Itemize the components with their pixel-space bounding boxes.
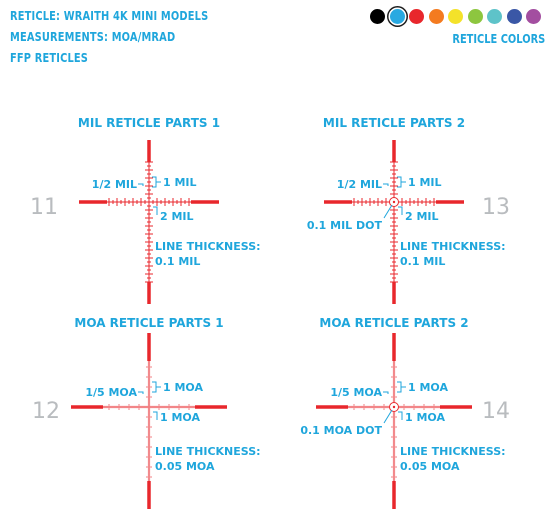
subdivision-bracket (138, 391, 144, 394)
unit-bracket-bottom (153, 411, 158, 420)
color-swatch[interactable] (428, 9, 444, 24)
dot-leader (383, 409, 393, 424)
line-thickness-value: 0.05 MOA (155, 460, 215, 473)
line-thickness-value: 0.1 MIL (400, 255, 445, 268)
unit-bracket-bottom (398, 411, 403, 420)
reticle-color-swatches (370, 9, 550, 25)
header-measurements: MEASUREMENTS: MOA/MRAD (10, 30, 176, 44)
unit-bracket-top (397, 381, 402, 393)
header-reticle-models: RETICLE: WRAITH 4K MINI MODELS (10, 9, 209, 23)
unit-label-bottom: 1 MOA (160, 411, 200, 424)
unit-label-top: 1 MOA (163, 381, 203, 394)
subdivision-label: 1/2 MIL (92, 178, 137, 191)
subdivision-bracket (138, 183, 144, 186)
subdivision-label: 1/5 MOA (330, 386, 382, 399)
dot-label: 0.1 MOA DOT (300, 424, 382, 437)
subdivision-label: 1/2 MIL (337, 178, 382, 191)
line-thickness-label: LINE THICKNESS: (155, 445, 261, 458)
dot-label: 0.1 MIL DOT (307, 219, 383, 232)
panel-number: 12 (32, 399, 60, 424)
line-thickness-label: LINE THICKNESS: (400, 240, 506, 253)
subdivision-bracket (383, 391, 389, 394)
color-swatch[interactable] (448, 9, 463, 24)
color-swatch[interactable] (389, 9, 405, 24)
line-thickness-value: 0.1 MIL (155, 255, 200, 268)
line-thickness-value: 0.05 MOA (400, 460, 460, 473)
unit-label-bottom: 2 MIL (405, 210, 439, 223)
center-dot (392, 405, 396, 409)
unit-bracket-top (152, 381, 157, 393)
unit-bracket-bottom (153, 206, 158, 215)
header-ffp: FFP RETICLES (10, 51, 89, 65)
panel-title: MOA RETICLE PARTS 2 (319, 316, 468, 330)
panel-number: 13 (482, 195, 510, 220)
unit-label-top: 1 MIL (163, 176, 197, 189)
panel-title: MOA RETICLE PARTS 1 (74, 316, 223, 330)
unit-label-top: 1 MOA (408, 381, 448, 394)
subdivision-label: 1/5 MOA (85, 386, 137, 399)
color-swatch[interactable] (526, 9, 541, 24)
reticle-colors-label: RETICLE COLORS (452, 32, 545, 46)
center-dot (392, 200, 396, 204)
panel-title: MIL RETICLE PARTS 2 (323, 116, 465, 130)
color-swatch[interactable] (370, 9, 385, 24)
unit-label-bottom: 2 MIL (160, 210, 194, 223)
unit-label-bottom: 1 MOA (405, 411, 445, 424)
color-swatch[interactable] (409, 9, 424, 24)
unit-label-top: 1 MIL (408, 176, 442, 189)
subdivision-bracket (383, 183, 389, 186)
line-thickness-label: LINE THICKNESS: (400, 445, 506, 458)
line-thickness-label: LINE THICKNESS: (155, 240, 261, 253)
panel-title: MIL RETICLE PARTS 1 (78, 116, 220, 130)
unit-bracket-bottom (398, 206, 403, 215)
dot-leader (383, 204, 393, 219)
panel-number: 11 (30, 195, 58, 220)
color-swatch[interactable] (467, 9, 483, 24)
color-swatch[interactable] (506, 9, 522, 24)
color-swatch[interactable] (487, 9, 502, 24)
panel-number: 14 (482, 399, 510, 424)
